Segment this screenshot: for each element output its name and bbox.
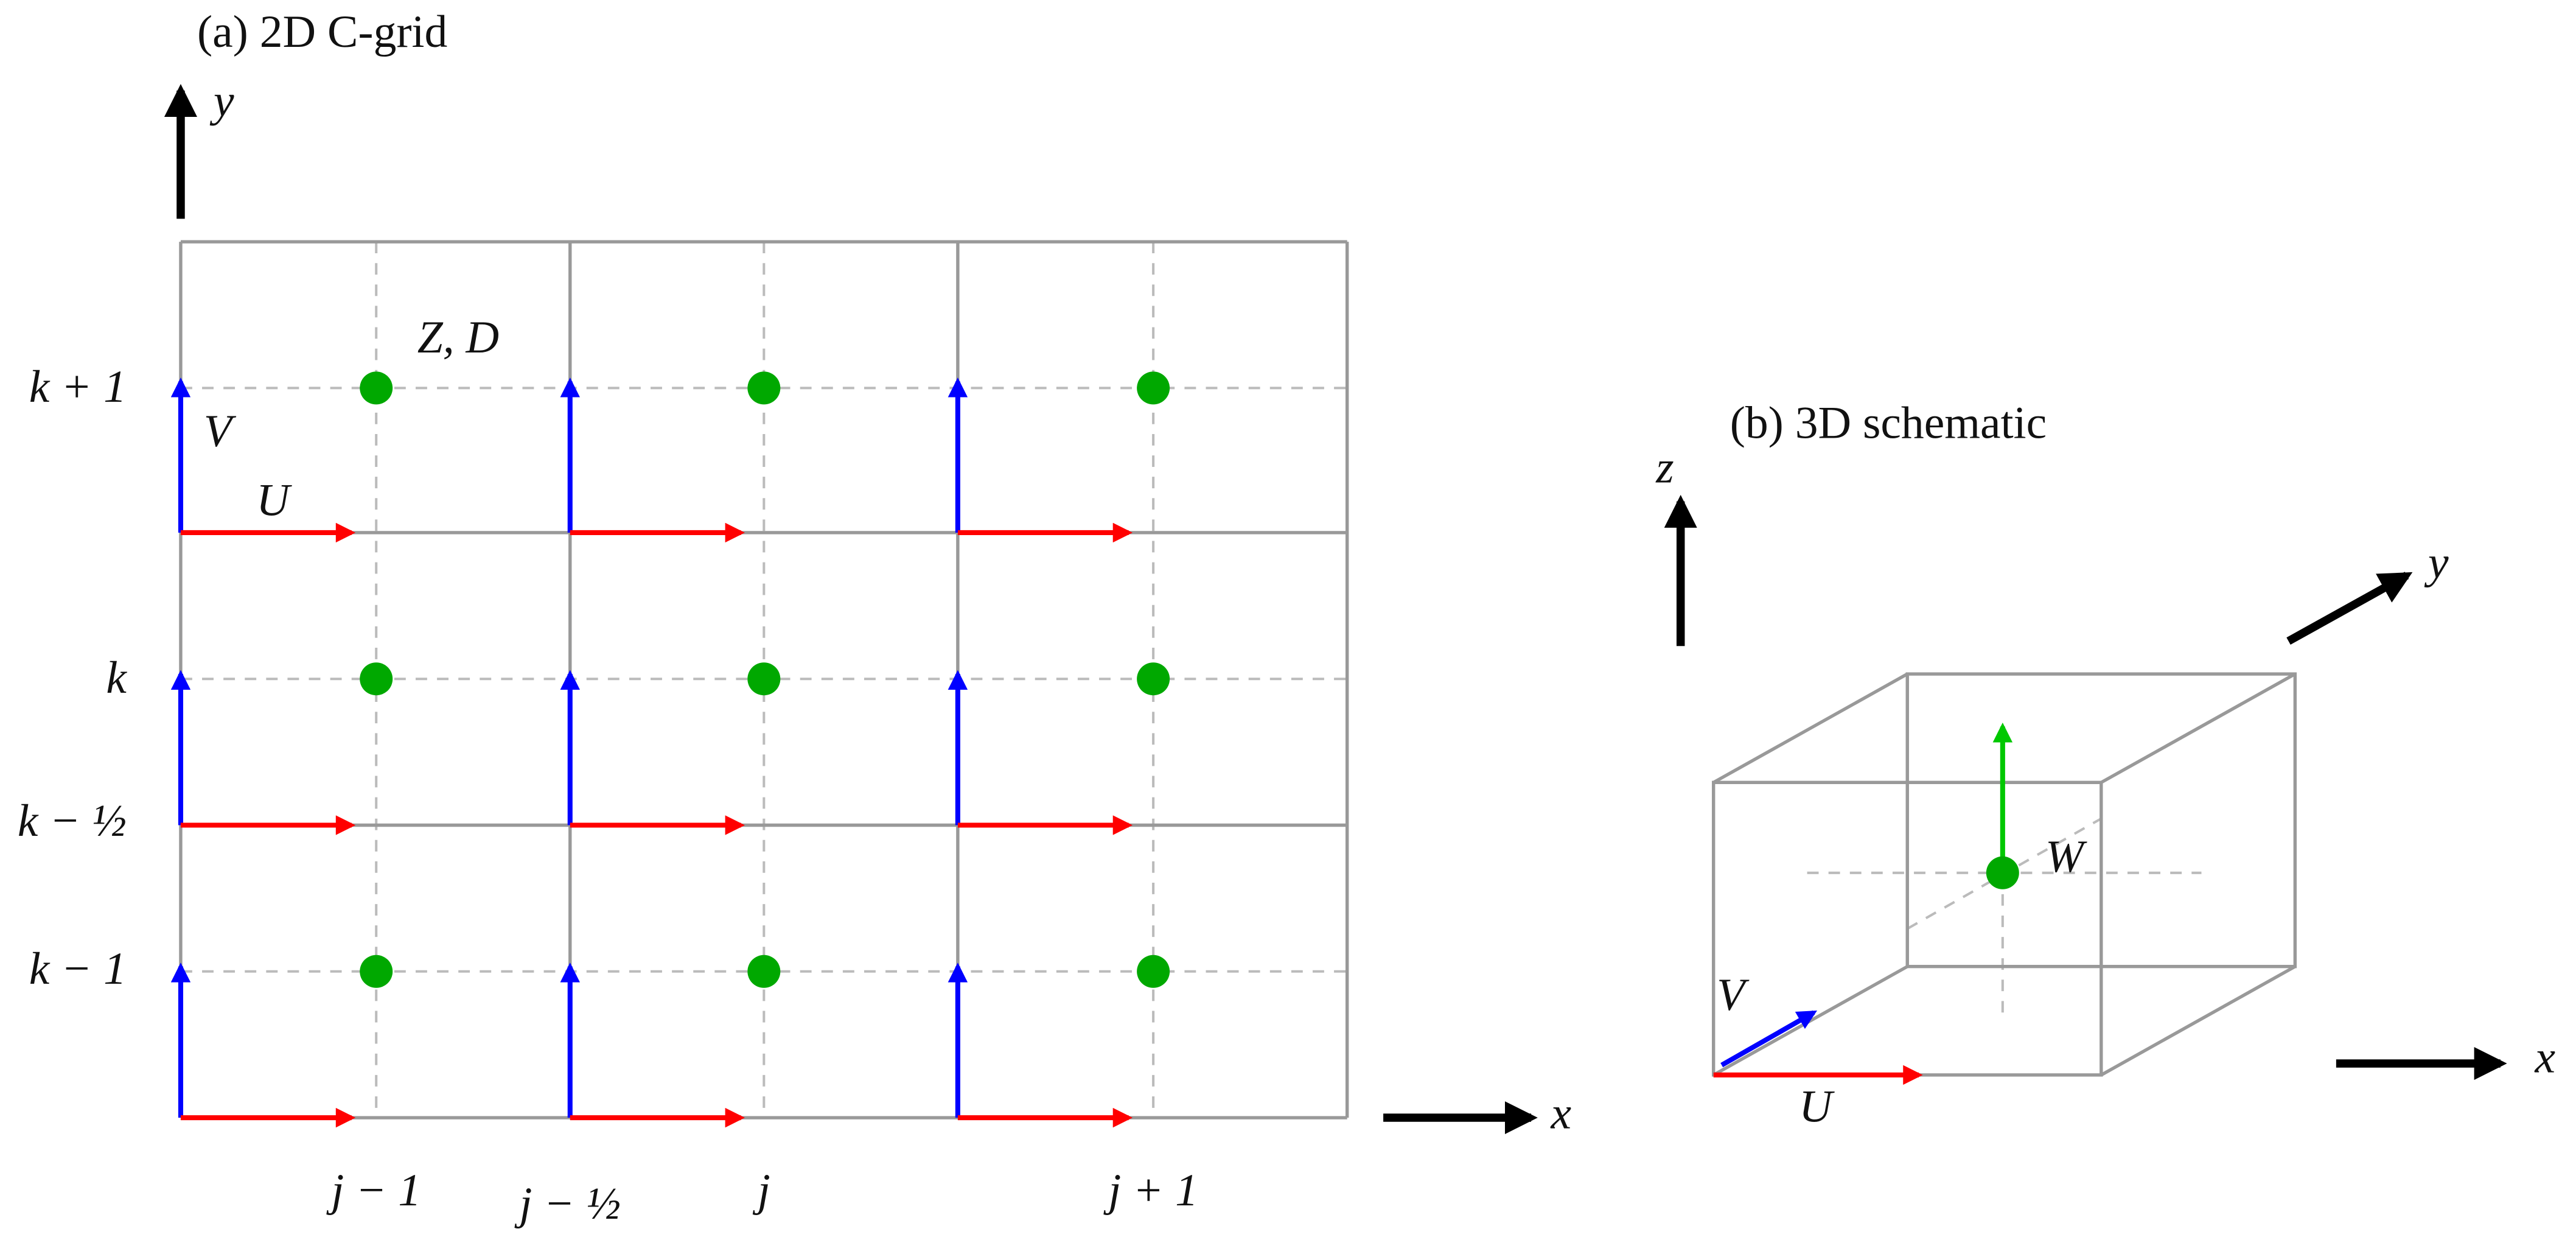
box-edge bbox=[2100, 672, 2296, 784]
axis-label: x bbox=[1550, 1088, 1571, 1138]
scalar-point bbox=[747, 955, 781, 988]
v-arrow bbox=[1720, 1010, 1818, 1068]
panel-a-title: (a) 2D C-grid bbox=[197, 7, 447, 57]
scalar-point bbox=[747, 662, 781, 696]
var-label: V bbox=[1717, 970, 1750, 1020]
var-label: W bbox=[2045, 832, 2087, 882]
box-edge bbox=[1712, 672, 1908, 784]
scalar-point bbox=[360, 662, 393, 696]
row-label: k + 1 bbox=[29, 362, 127, 412]
scalar-point bbox=[1137, 662, 1170, 696]
column-label: j − ½ bbox=[514, 1179, 621, 1229]
axis-label: x bbox=[2535, 1032, 2556, 1083]
scalar-point bbox=[747, 371, 781, 405]
axis-arrow bbox=[2286, 572, 2413, 645]
var-label: U bbox=[1799, 1082, 1835, 1132]
row-label: k − 1 bbox=[29, 944, 127, 994]
scalar-point bbox=[1986, 856, 2019, 889]
scalar-point bbox=[360, 955, 393, 988]
row-label: k bbox=[106, 653, 127, 703]
scalar-point bbox=[360, 371, 393, 405]
axis-label: z bbox=[1655, 442, 1674, 492]
scalar-point bbox=[1137, 955, 1170, 988]
scalar-point bbox=[1137, 371, 1170, 405]
var-label: V bbox=[204, 406, 237, 457]
column-label: j bbox=[752, 1165, 770, 1216]
var-label: Z, D bbox=[417, 312, 499, 363]
panel-b-title: (b) 3D schematic bbox=[1730, 398, 2047, 449]
column-label: j − 1 bbox=[326, 1165, 421, 1216]
axis-label: y bbox=[209, 75, 234, 126]
axis-label: y bbox=[2424, 538, 2449, 588]
row-label: k − ½ bbox=[18, 796, 127, 846]
column-label: j + 1 bbox=[1103, 1165, 1198, 1216]
shapes bbox=[164, 83, 2507, 1135]
var-label: U bbox=[256, 475, 292, 525]
box-edge bbox=[2100, 965, 2296, 1077]
